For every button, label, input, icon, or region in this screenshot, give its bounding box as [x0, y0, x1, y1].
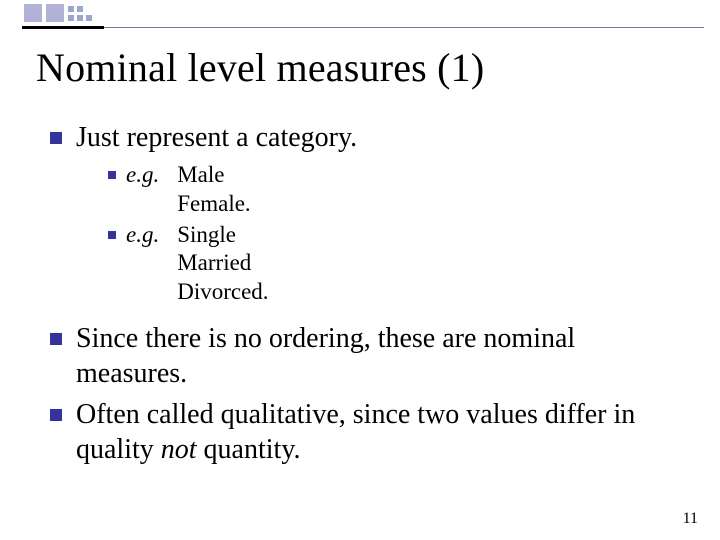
example-values: Single Married Divorced.: [177, 221, 268, 307]
eg-label: e.g.: [126, 161, 159, 219]
page-number: 11: [683, 510, 698, 528]
bullet-text: Often called qualitative, since two valu…: [76, 397, 680, 467]
deco-small-square: [77, 15, 83, 21]
bullet-level1: Just represent a category.: [50, 120, 680, 155]
bullet-level1: Often called qualitative, since two valu…: [50, 397, 680, 467]
bullet-level2: e.g. Single Married Divorced.: [108, 221, 680, 307]
slide-title: Nominal level measures (1): [36, 44, 484, 91]
bullet-text: Just represent a category.: [76, 120, 357, 155]
text-part: quantity.: [197, 434, 301, 465]
deco-small-square: [68, 15, 74, 21]
slide: Nominal level measures (1) Just represen…: [0, 0, 720, 540]
header-decoration: [0, 0, 720, 30]
square-bullet-icon: [108, 231, 116, 239]
spacer: [50, 309, 680, 321]
spacer: [159, 221, 177, 307]
spacer: [159, 161, 177, 219]
text-emphasis: not: [161, 434, 197, 465]
square-bullet-icon: [50, 409, 62, 421]
deco-line-thin: [104, 27, 704, 28]
slide-body: Just represent a category. e.g. Male Fem…: [50, 120, 680, 473]
example-values: Male Female.: [177, 161, 250, 219]
deco-small-square: [86, 15, 92, 21]
square-bullet-icon: [108, 171, 116, 179]
example-row: e.g. Male Female.: [126, 161, 251, 219]
square-bullet-icon: [50, 132, 62, 144]
deco-small-square: [77, 6, 83, 12]
bullet-text: Since there is no ordering, these are no…: [76, 321, 680, 391]
bullet-level1: Since there is no ordering, these are no…: [50, 321, 680, 391]
deco-square: [24, 4, 42, 22]
eg-label: e.g.: [126, 221, 159, 307]
deco-square: [46, 4, 64, 22]
deco-line-thick: [22, 26, 104, 29]
square-bullet-icon: [50, 333, 62, 345]
deco-small-square: [68, 6, 74, 12]
example-row: e.g. Single Married Divorced.: [126, 221, 269, 307]
bullet-level2: e.g. Male Female.: [108, 161, 680, 219]
